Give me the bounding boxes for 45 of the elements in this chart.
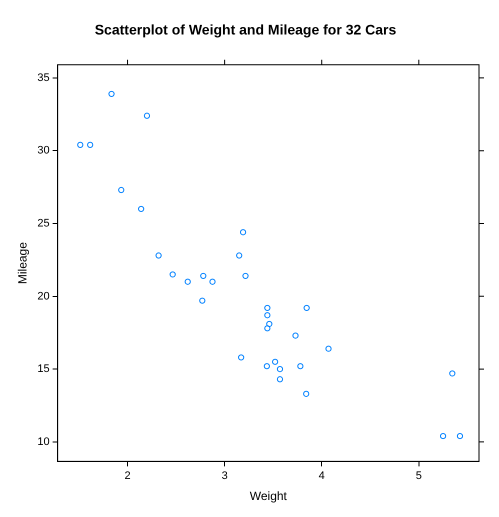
- point: [297, 363, 304, 370]
- y-tick-label: 30: [37, 144, 50, 157]
- chart-title: Scatterplot of Weight and Mileage for 32 Cars: [94, 21, 396, 38]
- point: [272, 358, 278, 365]
- point: [77, 142, 84, 148]
- x-tick-label: 5: [416, 470, 422, 482]
- point: [456, 432, 464, 440]
- point: [264, 363, 270, 370]
- point: [266, 320, 272, 328]
- point: [276, 366, 284, 372]
- point: [209, 278, 216, 285]
- y-tick-label: 10: [37, 436, 50, 448]
- point: [199, 298, 206, 304]
- point: [276, 376, 284, 382]
- y-tick-label: 20: [37, 290, 50, 302]
- point: [156, 252, 162, 259]
- point: [184, 278, 191, 285]
- point: [264, 325, 270, 332]
- point: [87, 142, 94, 148]
- point: [138, 206, 144, 212]
- point: [264, 304, 270, 312]
- point: [108, 90, 115, 98]
- point: [236, 252, 242, 259]
- y-tick-label: 35: [37, 72, 50, 84]
- point: [325, 346, 332, 352]
- point: [200, 272, 206, 280]
- point: [449, 370, 456, 377]
- point: [170, 271, 176, 278]
- point: [440, 432, 446, 440]
- x-tick-label: 4: [318, 470, 325, 482]
- y-axis-title: Mileage: [16, 242, 30, 284]
- point: [238, 354, 244, 361]
- point: [118, 186, 124, 194]
- point: [144, 112, 150, 119]
- point: [264, 312, 270, 318]
- point: [304, 304, 310, 312]
- point: [240, 229, 246, 236]
- x-tick-label: 3: [222, 470, 228, 482]
- y-tick-label: 25: [37, 218, 50, 230]
- x-tick-label: 2: [124, 470, 131, 482]
- x-axis-title: Weight: [250, 489, 288, 504]
- point: [303, 390, 310, 397]
- point: [292, 332, 299, 339]
- point: [242, 272, 249, 280]
- y-tick-label: 15: [37, 363, 50, 376]
